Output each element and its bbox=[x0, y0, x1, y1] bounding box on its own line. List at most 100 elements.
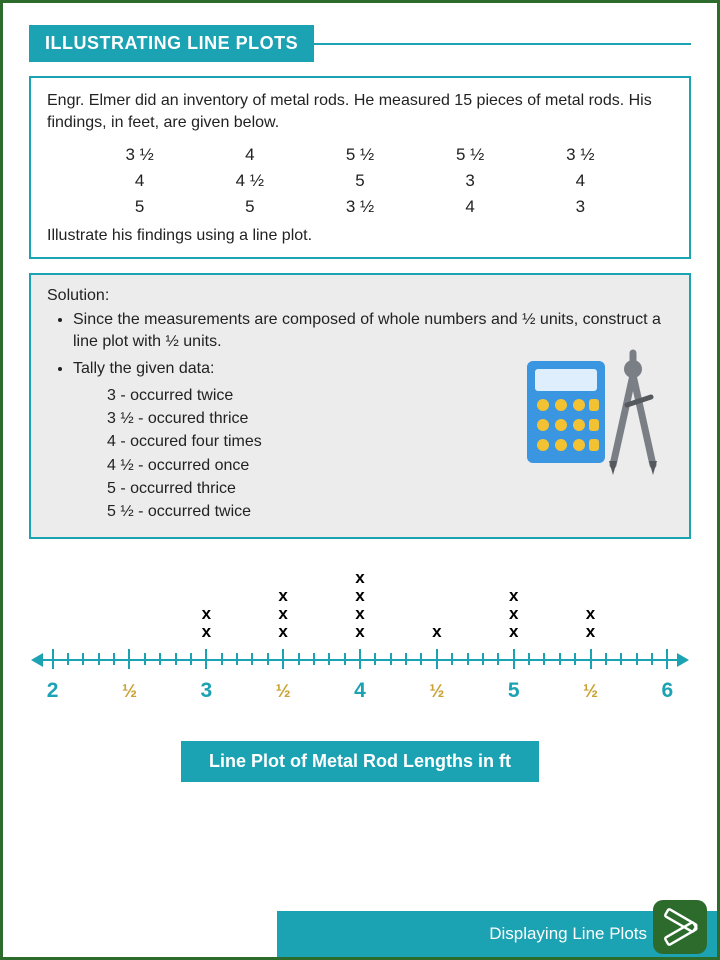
x-mark: x bbox=[350, 623, 370, 641]
axis-label-half: ½ bbox=[583, 681, 598, 702]
axis-tick-minor bbox=[313, 653, 315, 665]
x-mark: x bbox=[196, 605, 216, 623]
data-row: 3 ½45 ½5 ½3 ½ bbox=[85, 145, 636, 165]
data-cell: 3 bbox=[415, 171, 525, 191]
axis-tick-minor bbox=[267, 653, 269, 665]
axis-tick-minor bbox=[620, 653, 622, 665]
footer-ruler-icon bbox=[653, 900, 707, 954]
axis-tick-minor bbox=[82, 653, 84, 665]
axis-tick-minor bbox=[236, 653, 238, 665]
axis-tick-minor bbox=[497, 653, 499, 665]
line-plot: xxxxxxxxxxxxxxx 23456½½½½ bbox=[33, 559, 687, 729]
x-mark-column: xx bbox=[196, 605, 216, 641]
axis-tick-minor bbox=[528, 653, 530, 665]
worksheet-page: ILLUSTRATING LINE PLOTS Engr. Elmer did … bbox=[0, 0, 720, 960]
x-mark: x bbox=[581, 623, 601, 641]
solution-box: Solution: Since the measurements are com… bbox=[29, 273, 691, 539]
axis-tick-minor bbox=[159, 653, 161, 665]
x-mark-column: xx bbox=[581, 605, 601, 641]
axis-tick-minor bbox=[98, 653, 100, 665]
x-mark: x bbox=[273, 587, 293, 605]
axis-tick-major bbox=[590, 649, 592, 669]
x-mark: x bbox=[581, 605, 601, 623]
data-cell: 4 bbox=[195, 145, 305, 165]
x-mark: x bbox=[504, 623, 524, 641]
data-cell: 4 bbox=[415, 197, 525, 217]
axis-tick-minor bbox=[405, 653, 407, 665]
data-cell: 5 bbox=[85, 197, 195, 217]
axis-tick-minor bbox=[651, 653, 653, 665]
data-cell: 4 ½ bbox=[195, 171, 305, 191]
axis-label-half: ½ bbox=[122, 681, 137, 702]
data-cell: 3 ½ bbox=[525, 145, 635, 165]
axis-tick-major bbox=[52, 649, 54, 669]
x-mark: x bbox=[273, 605, 293, 623]
axis-tick-minor bbox=[374, 653, 376, 665]
axis-label-int: 5 bbox=[508, 679, 520, 703]
x-mark-column: xxx bbox=[504, 587, 524, 641]
axis-tick-major bbox=[513, 649, 515, 669]
axis-tick-minor bbox=[559, 653, 561, 665]
x-mark: x bbox=[427, 623, 447, 641]
problem-instruction: Illustrate his findings using a line plo… bbox=[47, 227, 673, 245]
problem-intro: Engr. Elmer did an inventory of metal ro… bbox=[47, 90, 673, 135]
title-bar: ILLUSTRATING LINE PLOTS bbox=[29, 25, 691, 62]
x-mark: x bbox=[350, 569, 370, 587]
axis-tick-minor bbox=[113, 653, 115, 665]
axis-tick-minor bbox=[467, 653, 469, 665]
data-cell: 5 bbox=[305, 171, 415, 191]
data-cell: 5 bbox=[195, 197, 305, 217]
number-line-axis bbox=[33, 645, 687, 675]
data-cell: 5 ½ bbox=[415, 145, 525, 165]
axis-tick-major bbox=[128, 649, 130, 669]
axis-labels: 23456½½½½ bbox=[33, 679, 687, 707]
axis-tick-minor bbox=[344, 653, 346, 665]
axis-tick-minor bbox=[190, 653, 192, 665]
data-cell: 3 ½ bbox=[305, 197, 415, 217]
data-row: 553 ½43 bbox=[85, 197, 636, 217]
axis-label-int: 4 bbox=[354, 679, 366, 703]
x-mark: x bbox=[196, 623, 216, 641]
axis-tick-minor bbox=[451, 653, 453, 665]
axis-arrow-right bbox=[677, 653, 689, 667]
axis-tick-minor bbox=[175, 653, 177, 665]
axis-label-int: 3 bbox=[200, 679, 212, 703]
x-mark: x bbox=[504, 605, 524, 623]
data-cell: 4 bbox=[525, 171, 635, 191]
axis-tick-minor bbox=[67, 653, 69, 665]
problem-box: Engr. Elmer did an inventory of metal ro… bbox=[29, 76, 691, 259]
page-title: ILLUSTRATING LINE PLOTS bbox=[29, 25, 314, 62]
line-plot-title: Line Plot of Metal Rod Lengths in ft bbox=[181, 741, 539, 782]
calculator-compass-icon bbox=[521, 343, 671, 483]
axis-tick-minor bbox=[390, 653, 392, 665]
data-cell: 4 bbox=[85, 171, 195, 191]
axis-tick-minor bbox=[543, 653, 545, 665]
tally-item: 5 ½ - occurred twice bbox=[107, 500, 673, 523]
footer-text: Displaying Line Plots bbox=[277, 911, 717, 957]
axis-tick-major bbox=[205, 649, 207, 669]
title-rule bbox=[314, 43, 691, 45]
data-row: 44 ½534 bbox=[85, 171, 636, 191]
x-mark-column: xxx bbox=[273, 587, 293, 641]
axis-tick-major bbox=[666, 649, 668, 669]
axis-tick-major bbox=[436, 649, 438, 669]
data-cell: 5 ½ bbox=[305, 145, 415, 165]
axis-tick-minor bbox=[605, 653, 607, 665]
axis-tick-major bbox=[359, 649, 361, 669]
x-mark: x bbox=[273, 623, 293, 641]
data-cell: 3 bbox=[525, 197, 635, 217]
footer-bar: Displaying Line Plots bbox=[3, 911, 717, 957]
data-cell: 3 ½ bbox=[85, 145, 195, 165]
axis-tick-minor bbox=[221, 653, 223, 665]
solution-label: Solution: bbox=[47, 287, 673, 305]
axis-tick-minor bbox=[144, 653, 146, 665]
axis-label-half: ½ bbox=[429, 681, 444, 702]
data-grid: 3 ½45 ½5 ½3 ½44 ½534553 ½43 bbox=[85, 145, 636, 217]
x-mark-column: x bbox=[427, 623, 447, 641]
axis-tick-major bbox=[282, 649, 284, 669]
axis-label-int: 2 bbox=[47, 679, 59, 703]
x-mark: x bbox=[350, 605, 370, 623]
x-mark: x bbox=[350, 587, 370, 605]
axis-tick-minor bbox=[420, 653, 422, 665]
axis-label-int: 6 bbox=[662, 679, 674, 703]
